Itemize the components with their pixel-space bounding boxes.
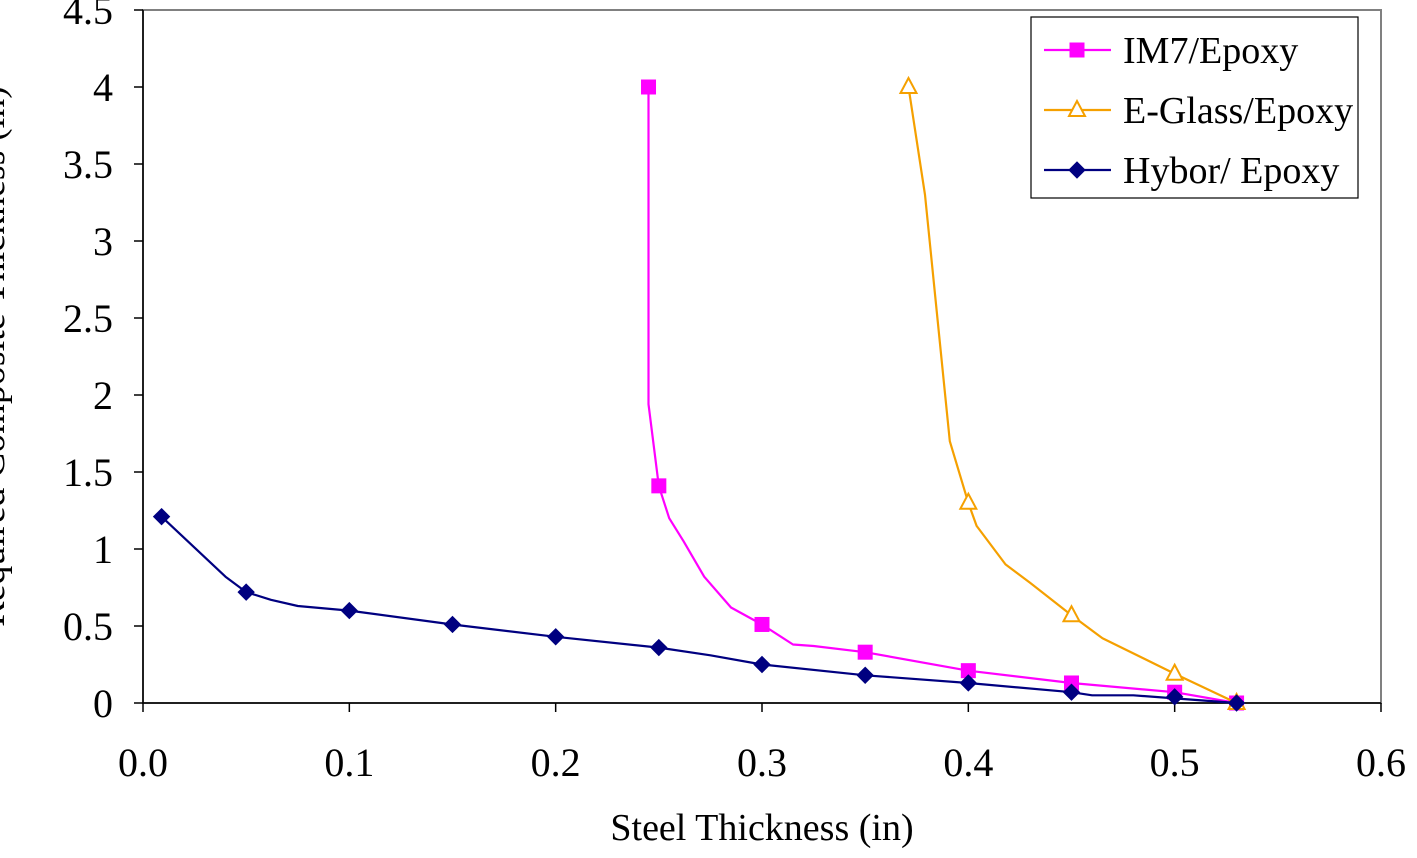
legend-item-hybor-epoxy: Hybor/ Epoxy: [1044, 150, 1339, 192]
x-tick-label: 0.0: [118, 740, 168, 785]
x-tick-label: 0.6: [1356, 740, 1406, 785]
series-layer: [152, 75, 1247, 712]
x-tick-label: 0.3: [737, 740, 787, 785]
legend-marker-e-glass-epoxy: [1067, 98, 1087, 117]
y-tick-label: 3.5: [63, 142, 113, 187]
data-point-e-glass-epoxy: [1164, 662, 1185, 681]
y-tick-label: 0.5: [63, 604, 113, 649]
data-point-hybor-epoxy: [959, 674, 978, 692]
legend: IM7/Epoxy E-Glass/Epoxy Hybor/ Epoxy: [1030, 16, 1359, 199]
y-axis-ticks: 0 0.5 1 1.5 2 2.5 3 3.5 4 4.5: [63, 0, 143, 726]
data-point-e-glass-epoxy: [1061, 604, 1082, 623]
y-tick-label: 2.5: [63, 296, 113, 341]
series-line-hybor-epoxy: [160, 515, 1237, 705]
legend-item-e-glass-epoxy: E-Glass/Epoxy: [1044, 90, 1353, 132]
data-point-hybor-epoxy: [152, 507, 171, 526]
x-axis-title: Steel Thickness (in): [610, 807, 913, 849]
y-tick-label: 1.5: [63, 450, 113, 495]
x-axis-ticks: 0.0 0.1 0.2 0.3 0.4 0.5 0.6: [118, 703, 1406, 785]
data-point-hybor-epoxy: [1227, 694, 1246, 712]
data-point-hybor-epoxy: [1062, 683, 1081, 701]
legend-item-im7-epoxy: IM7/Epoxy: [1044, 30, 1298, 72]
series-hybor-epoxy: [152, 507, 1246, 712]
data-point-e-glass-epoxy: [898, 75, 919, 94]
data-point-im7-epoxy: [651, 478, 667, 494]
legend-label-im7-epoxy: IM7/Epoxy: [1123, 30, 1298, 72]
data-point-hybor-epoxy: [546, 628, 565, 646]
y-tick-label: 4: [93, 65, 113, 110]
y-tick-label: 0: [93, 681, 113, 726]
y-tick-label: 3: [93, 219, 113, 264]
data-point-e-glass-epoxy: [958, 491, 978, 510]
data-point-hybor-epoxy: [753, 655, 771, 674]
legend-marker-hybor-epoxy: [1068, 161, 1086, 179]
x-tick-label: 0.2: [531, 740, 581, 785]
legend-label-e-glass-epoxy: E-Glass/Epoxy: [1123, 90, 1353, 132]
series-line-e-glass-epoxy: [907, 86, 1238, 704]
data-point-hybor-epoxy: [856, 666, 874, 684]
data-point-hybor-epoxy: [650, 638, 668, 657]
data-point-hybor-epoxy: [237, 583, 255, 601]
data-point-im7-epoxy: [857, 644, 873, 660]
data-point-im7-epoxy: [641, 79, 657, 95]
legend-box: [1030, 16, 1359, 199]
legend-marker-im7-epoxy: [1069, 42, 1085, 58]
y-axis-title: Required Composite Thickness (in): [0, 86, 13, 627]
y-tick-label: 4.5: [63, 0, 113, 33]
legend-label-hybor-epoxy: Hybor/ Epoxy: [1123, 150, 1339, 192]
x-tick-label: 0.1: [324, 740, 374, 785]
x-tick-label: 0.4: [943, 740, 993, 785]
y-tick-label: 2: [93, 373, 113, 418]
x-tick-label: 0.5: [1150, 740, 1200, 785]
data-point-im7-epoxy: [754, 616, 770, 632]
y-tick-label: 1: [93, 527, 113, 572]
data-point-hybor-epoxy: [443, 615, 462, 634]
data-point-hybor-epoxy: [1165, 688, 1184, 706]
data-point-hybor-epoxy: [340, 601, 359, 620]
